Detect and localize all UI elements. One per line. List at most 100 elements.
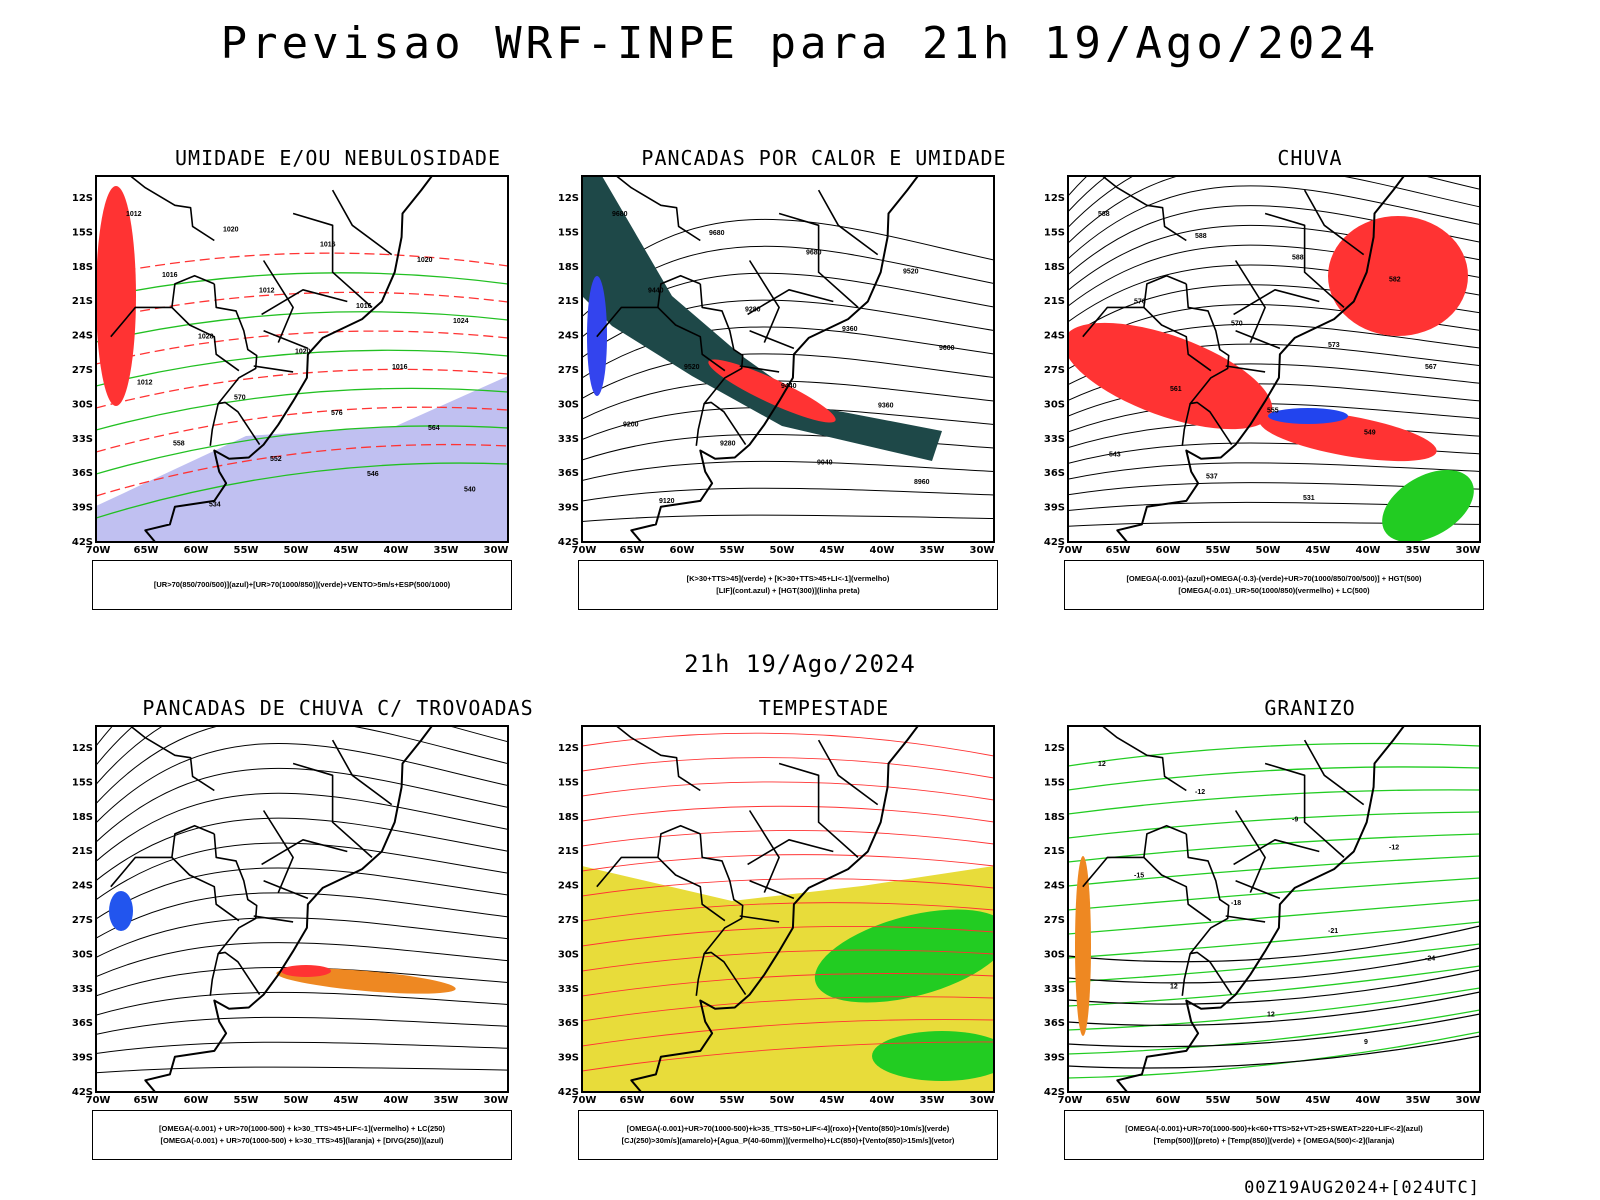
lat-tick-label: 42S xyxy=(72,1087,93,1098)
contour-label: 1016 xyxy=(392,364,408,371)
lat-tick-label: 30S xyxy=(558,399,579,410)
contour-label: 9520 xyxy=(684,364,700,371)
lon-tick-label: 40W xyxy=(1356,545,1381,556)
lat-tick-label: 39S xyxy=(1044,503,1065,514)
lon-tick-label: 55W xyxy=(1206,545,1231,556)
contour-label: 588 xyxy=(1292,255,1304,262)
lon-tick-label: 30W xyxy=(1456,1095,1481,1106)
lat-tick-label: 27S xyxy=(1044,915,1065,926)
contour-label: 1012 xyxy=(137,379,153,386)
lat-tick-label: 33S xyxy=(72,984,93,995)
lon-tick-label: 30W xyxy=(970,1095,995,1106)
lon-tick-label: 55W xyxy=(720,545,745,556)
map-frame xyxy=(1067,725,1481,1093)
legend-box: [OMEGA(-0.001)+UR>70(1000-500)+k>35_TTS>… xyxy=(578,1110,998,1160)
contour-label: 558 xyxy=(173,441,185,448)
map-field: 9680 9680 9680 9520 9440 9280 9360 9600 9520 9440… xyxy=(582,176,994,542)
panel-title: PANCADAS DE CHUVA C/ TROVOADAS xyxy=(142,696,534,720)
lon-tick-label: 35W xyxy=(1406,1095,1431,1106)
map-field: 588 588 588 582 576 570 573 567 561 555 549 543 537 5… xyxy=(1068,176,1480,542)
lon-tick-label: 35W xyxy=(920,545,945,556)
lat-tick-label: 24S xyxy=(558,881,579,892)
contour-label: 561 xyxy=(1170,386,1182,393)
legend-line: [OMEGA(-0.001)+UR>70(1000-500)+k>35_TTS>… xyxy=(626,1124,950,1133)
panel-granizo: GRANIZO 12 -12 -9 -12 -15 -18 -21 -24 12 12 9 12S 15… xyxy=(1040,696,1580,1171)
panel-title: UMIDADE E/OU NEBULOSIDADE xyxy=(174,146,502,170)
lat-tick-label: 12S xyxy=(558,193,579,204)
contour-label: 9440 xyxy=(648,288,664,295)
legend-line: [LIF](cont.azul) + [HGT(300)](linha pret… xyxy=(716,586,860,595)
legend-line: [OMEGA(-0.001) + UR>70(1000-500) + k>30_… xyxy=(160,1136,444,1145)
contour-label: 12 xyxy=(1267,1011,1275,1018)
map-plot: 9680 9680 9680 9520 9440 9280 9360 9600 9520 9440… xyxy=(558,175,995,556)
lat-tick-label: 21S xyxy=(1044,846,1065,857)
contour-label: 573 xyxy=(1328,342,1340,349)
row-title: 21h 19/Ago/2024 xyxy=(684,650,916,678)
contour-label: -12 xyxy=(1195,789,1205,796)
legend-box: [OMEGA(-0.001)-(azul)+OMEGA(-0.3)-(verde… xyxy=(1064,560,1484,610)
map-frame xyxy=(95,725,509,1093)
contour-label: 9680 xyxy=(612,211,628,218)
lon-tick-label: 30W xyxy=(484,1095,509,1106)
panel-trovoadas: PANCADAS DE CHUVA C/ TROVOADAS 12S 15S 18S… xyxy=(68,696,608,1171)
lon-tick-label: 50W xyxy=(770,1095,795,1106)
lon-tick-label: 50W xyxy=(284,1095,309,1106)
lat-tick-label: 18S xyxy=(558,812,579,823)
contour-label: 546 xyxy=(367,471,379,478)
contour-label: 9360 xyxy=(842,326,858,333)
contour-label: 543 xyxy=(1109,451,1121,458)
contour-label: -18 xyxy=(1231,900,1241,907)
lat-tick-label: 42S xyxy=(1044,1087,1065,1098)
contour-label: -15 xyxy=(1134,872,1144,879)
lon-tick-label: 60W xyxy=(1156,1095,1181,1106)
contour-label: 1016 xyxy=(320,242,336,249)
lat-tick-label: 21S xyxy=(558,296,579,307)
map-field: 1012 1020 1016 1020 1016 1012 1016 1024 1028 1020… xyxy=(96,176,508,542)
lon-tick-label: 40W xyxy=(870,1095,895,1106)
contour-label: 1020 xyxy=(223,226,239,233)
lat-tick-label: 12S xyxy=(1044,193,1065,204)
lat-tick-label: 15S xyxy=(1044,777,1065,788)
map-frame xyxy=(581,725,995,1093)
lon-tick-label: 70W xyxy=(1058,545,1083,556)
lon-tick-label: 45W xyxy=(334,545,359,556)
contour-label: 570 xyxy=(234,395,246,402)
lon-tick-label: 35W xyxy=(434,1095,459,1106)
lat-tick-label: 39S xyxy=(558,503,579,514)
lon-tick-label: 70W xyxy=(86,545,111,556)
panel-title: PANCADAS POR CALOR E UMIDADE xyxy=(641,146,1007,170)
contour-label: -24 xyxy=(1425,956,1435,963)
lat-tick-label: 24S xyxy=(72,881,93,892)
contour-label: 1012 xyxy=(126,211,142,218)
lon-tick-label: 55W xyxy=(1206,1095,1231,1106)
lon-tick-label: 65W xyxy=(134,1095,159,1106)
lat-tick-label: 33S xyxy=(1044,984,1065,995)
lat-tick-label: 36S xyxy=(72,1018,93,1029)
lat-tick-label: 42S xyxy=(72,537,93,548)
contour-label: 9680 xyxy=(709,230,725,237)
panel-tempestade: TEMPESTADE 12S 15S 18S 21S 24S 27S 30S 33S 36S 39… xyxy=(554,696,1094,1171)
lat-tick-label: 21S xyxy=(72,296,93,307)
contour-label: 1020 xyxy=(295,349,311,356)
lat-tick-label: 30S xyxy=(72,399,93,410)
contour-label: 9 xyxy=(1364,1039,1368,1046)
contour-label: 588 xyxy=(1098,211,1110,218)
lon-tick-label: 65W xyxy=(1106,545,1131,556)
lat-tick-label: 15S xyxy=(1044,227,1065,238)
lat-tick-label: 27S xyxy=(72,365,93,376)
legend-box: [UR>70(850/700/500)](azul)+[UR>70(1000/8… xyxy=(92,560,512,610)
contour-label: 549 xyxy=(1364,430,1376,437)
lon-tick-label: 30W xyxy=(1456,545,1481,556)
panel-title: TEMPESTADE xyxy=(758,696,890,720)
lat-tick-label: 30S xyxy=(558,949,579,960)
contour-label: 564 xyxy=(428,425,440,432)
lat-tick-label: 15S xyxy=(72,777,93,788)
lat-tick-label: 36S xyxy=(558,468,579,479)
lat-tick-label: 24S xyxy=(1044,331,1065,342)
lat-tick-label: 30S xyxy=(72,949,93,960)
lon-tick-label: 45W xyxy=(334,1095,359,1106)
lat-tick-label: 12S xyxy=(1044,743,1065,754)
map-frame xyxy=(1067,175,1481,543)
lon-tick-label: 45W xyxy=(1306,1095,1331,1106)
contour-label: 1016 xyxy=(162,272,178,279)
